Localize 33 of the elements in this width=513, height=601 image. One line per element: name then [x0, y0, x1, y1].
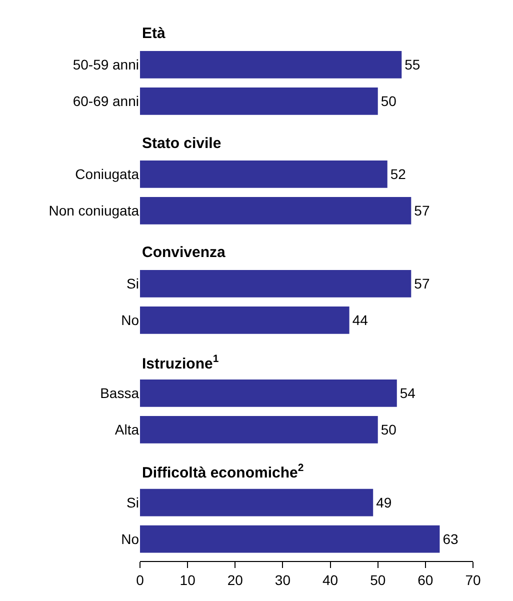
x-tick-label: 60 [418, 572, 434, 588]
data-label: 57 [414, 202, 430, 219]
x-tick-label: 30 [274, 572, 291, 588]
y-tick-label: Alta [114, 422, 140, 438]
y-tick-label: Non coniugata [48, 202, 140, 219]
x-tick-label: 50 [370, 572, 386, 588]
data-label: 49 [376, 494, 392, 511]
x-tick-label: 40 [322, 572, 338, 588]
y-tick-label: Si [126, 494, 139, 511]
annotation: Età [142, 25, 166, 42]
annotation: Difficoltà economiche$^{2}$ [142, 462, 304, 482]
x-tick-label: 10 [180, 572, 196, 588]
data-label: 52 [390, 166, 406, 182]
data-label: 50 [380, 422, 397, 438]
data-label: 55 [404, 56, 420, 73]
y-tick-label: Coniugata [75, 166, 140, 182]
y-tick-label: 60-69 anni [72, 93, 139, 110]
data-label: 54 [400, 385, 416, 402]
y-tick-label: Bassa [100, 385, 140, 402]
y-tick-label: Si [126, 276, 139, 292]
annotation: Convivenza [142, 244, 226, 261]
y-tick-label: No [121, 312, 140, 328]
y-tick-label: 50-59 anni [72, 56, 139, 73]
x-tick-label: 0 [136, 572, 144, 588]
annotation: Stato civile [142, 135, 222, 152]
y-tick-label: No [121, 531, 140, 548]
x-tick-label: 20 [227, 572, 244, 588]
data-label: 63 [442, 531, 458, 548]
annotation: Istruzione$^{1}$ [142, 353, 219, 372]
data-label: 57 [414, 276, 430, 292]
data-label: 44 [352, 312, 368, 328]
x-tick-label: 70 [465, 572, 481, 588]
data-label: 50 [380, 93, 397, 110]
